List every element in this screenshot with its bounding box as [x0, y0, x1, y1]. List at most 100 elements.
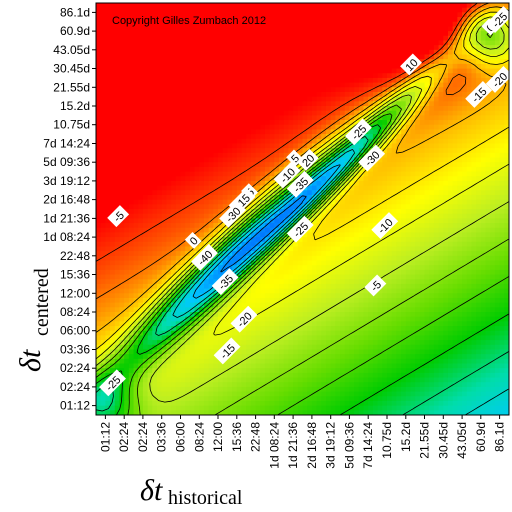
heatmap-cell: [222, 185, 229, 191]
heatmap-cell: [349, 190, 355, 196]
heatmap-cell: [279, 194, 285, 201]
heatmap-cell: [236, 115, 243, 121]
heatmap-cell: [142, 129, 149, 135]
heatmap-cell: [236, 87, 243, 93]
heatmap-cell: [302, 35, 308, 42]
heatmap-cell: [340, 307, 346, 313]
heatmap-cell: [157, 12, 163, 18]
heatmap-cell: [213, 77, 219, 84]
heatmap-cell: [157, 241, 163, 248]
heatmap-cell: [302, 40, 308, 46]
heatmap-cell: [166, 110, 172, 116]
heatmap-cell: [236, 68, 243, 74]
heatmap-cell: [105, 260, 111, 266]
heatmap-cell: [335, 377, 341, 383]
heatmap-cell: [307, 227, 313, 234]
heatmap-cell: [293, 386, 299, 393]
heatmap-cell: [358, 185, 365, 191]
heatmap-cell: [175, 251, 182, 257]
heatmap-cell: [213, 274, 219, 280]
heatmap-cell: [283, 157, 290, 163]
heatmap-cell: [255, 106, 261, 112]
heatmap-cell: [232, 386, 238, 393]
heatmap-cell: [147, 17, 153, 23]
heatmap-cell: [330, 96, 336, 102]
heatmap-cell: [218, 302, 224, 308]
heatmap-cell: [119, 321, 125, 327]
heatmap-cell: [110, 260, 116, 266]
heatmap-cell: [189, 274, 196, 280]
heatmap-cell: [119, 68, 125, 74]
heatmap-cell: [166, 237, 172, 243]
heatmap-cell: [274, 171, 280, 177]
heatmap-cell: [110, 124, 116, 131]
heatmap-cell: [302, 274, 308, 280]
heatmap-cell: [241, 227, 247, 234]
heatmap-cell: [175, 269, 182, 276]
heatmap-cell: [208, 227, 214, 234]
heatmap-cell: [293, 293, 299, 299]
heatmap-cell: [105, 283, 111, 290]
heatmap-cell: [340, 134, 346, 140]
heatmap-cell: [128, 293, 135, 299]
heatmap-cell: [180, 162, 186, 168]
heatmap-cell: [133, 87, 139, 93]
heatmap-cell: [124, 110, 130, 116]
heatmap-cell: [293, 326, 299, 332]
heatmap-cell: [222, 335, 229, 341]
heatmap-cell: [208, 63, 214, 70]
heatmap-cell: [152, 265, 158, 271]
heatmap-cell: [152, 124, 158, 131]
heatmap-cell: [260, 265, 266, 271]
heatmap-cell: [264, 129, 271, 135]
heatmap-cell: [316, 96, 322, 102]
heatmap-cell: [166, 54, 172, 60]
heatmap-cell: [213, 218, 219, 224]
heatmap-cell: [255, 297, 261, 304]
heatmap-cell: [260, 288, 266, 294]
heatmap-cell: [246, 73, 252, 79]
heatmap-cell: [293, 391, 299, 397]
heatmap-cell: [321, 368, 327, 374]
heatmap-cell: [119, 251, 125, 257]
heatmap-cell: [264, 157, 271, 163]
heatmap-cell: [203, 143, 210, 149]
heatmap-cell: [114, 307, 121, 313]
heatmap-cell: [203, 82, 210, 88]
heatmap-cell: [269, 110, 275, 116]
heatmap-cell: [166, 194, 172, 201]
heatmap-cell: [340, 115, 346, 121]
heatmap-cell: [297, 410, 304, 415]
heatmap-cell: [349, 209, 355, 215]
heatmap-cell: [288, 368, 294, 374]
heatmap-cell: [311, 232, 318, 238]
heatmap-cell: [194, 129, 200, 135]
heatmap-cell: [311, 180, 318, 187]
heatmap-cell: [302, 297, 308, 304]
heatmap-cell: [208, 96, 214, 102]
heatmap-cell: [119, 232, 125, 238]
heatmap-cell: [321, 138, 327, 145]
heatmap-cell: [325, 180, 332, 187]
heatmap-cell: [171, 199, 177, 205]
heatmap-cell: [264, 166, 271, 173]
heatmap-cell: [203, 400, 210, 407]
heatmap-cell: [335, 382, 341, 388]
heatmap-cell: [142, 340, 149, 346]
heatmap-cell: [358, 26, 365, 32]
heatmap-cell: [222, 115, 229, 121]
heatmap-cell: [250, 237, 257, 243]
heatmap-cell: [152, 26, 158, 32]
heatmap-cell: [157, 17, 163, 23]
heatmap-cell: [358, 176, 365, 182]
heatmap-cell: [325, 21, 332, 28]
heatmap-cell: [203, 330, 210, 337]
heatmap-cell: [288, 302, 294, 308]
heatmap-cell: [133, 349, 139, 355]
heatmap-cell: [344, 213, 351, 219]
heatmap-cell: [180, 260, 186, 266]
heatmap-cell: [194, 382, 200, 388]
heatmap-cell: [283, 344, 290, 351]
heatmap-cell: [307, 260, 313, 266]
heatmap-cell: [321, 223, 327, 229]
